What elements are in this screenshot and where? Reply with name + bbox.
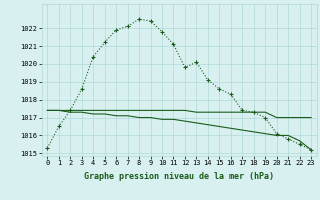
X-axis label: Graphe pression niveau de la mer (hPa): Graphe pression niveau de la mer (hPa)	[84, 172, 274, 181]
